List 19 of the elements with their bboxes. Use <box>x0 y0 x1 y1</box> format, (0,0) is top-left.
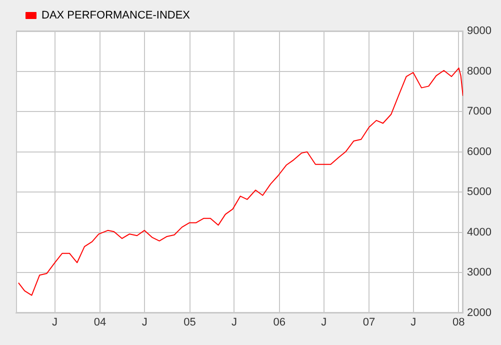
x-tick-label: 05 <box>184 316 196 329</box>
y-tick-label: 5000 <box>467 186 492 198</box>
y-tick-label: 6000 <box>467 146 492 158</box>
y-tick-label: 3000 <box>467 266 492 279</box>
y-tick-label: 7000 <box>467 106 492 118</box>
x-tick-label: 07 <box>362 316 376 329</box>
x-tick-label: J <box>142 316 148 329</box>
y-tick-label: 4000 <box>467 226 492 238</box>
x-tick-label: 06 <box>273 316 286 329</box>
x-tick-label: J <box>231 316 237 329</box>
x-tick-label: J <box>410 316 416 329</box>
x-tick-label: J <box>321 316 327 329</box>
y-tick-label: 8000 <box>467 65 492 78</box>
legend-label: DAX PERFORMANCE-INDEX <box>42 10 191 22</box>
x-tick-label: J <box>52 316 58 329</box>
y-tick-label: 2000 <box>467 307 492 320</box>
y-tick-label: 9000 <box>467 25 492 38</box>
x-tick-label: 04 <box>94 316 106 329</box>
x-tick-label: 08 <box>452 316 465 329</box>
